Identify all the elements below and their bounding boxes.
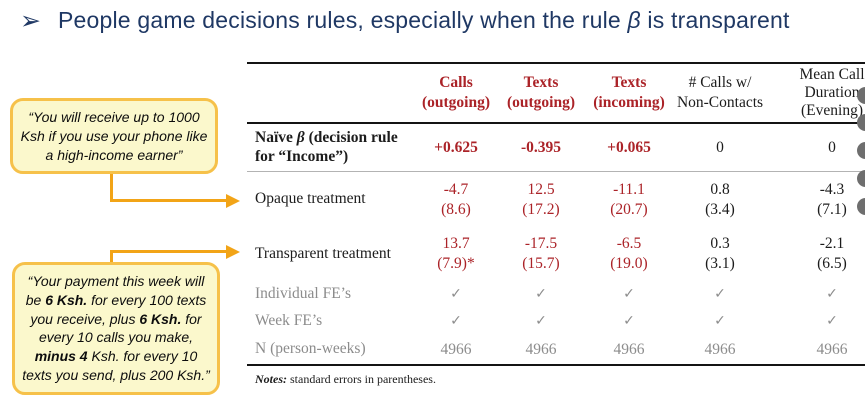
- checkmark-icon: ✓: [623, 312, 635, 329]
- table-cell: -2.1 (6.5): [767, 234, 865, 274]
- week-fe-row: Week FE’s ✓ ✓ ✓ ✓ ✓: [247, 308, 865, 335]
- opaque-treatment-label: Opaque treatment: [255, 190, 366, 208]
- coefficient-value: -4.3: [819, 180, 845, 198]
- coefficient-value: 0.8: [710, 180, 730, 198]
- standard-error: (7.1): [817, 200, 847, 218]
- checkmark-icon: ✓: [535, 285, 547, 302]
- naive-beta-label: Naïve β (decision rule for “Income”): [255, 129, 398, 165]
- sample-size-value: 4966: [613, 340, 645, 358]
- standard-error: (20.7): [610, 200, 648, 218]
- regression-table: Calls (outgoing) Texts (outgoing) Texts (in…: [247, 62, 865, 387]
- slide-title-text: People game decisions rules, especially …: [57, 7, 790, 33]
- sample-size-value: 4966: [525, 340, 557, 358]
- week-fe-label: Week FE’s: [255, 312, 323, 330]
- standard-error: (6.5): [817, 255, 847, 272]
- table-cell: 13.7 (7.9)*: [415, 234, 497, 274]
- clipped-circle-button[interactable]: [857, 198, 865, 215]
- coefficient-value: -11.1: [613, 180, 645, 198]
- coefficient-value: 13.7: [442, 235, 470, 253]
- column-header-calls-outgoing: Calls (outgoing): [421, 74, 491, 111]
- clipped-circle-button[interactable]: [857, 170, 865, 187]
- sample-size-row: N (person-weeks) 4966 4966 4966 4966 496…: [247, 335, 865, 366]
- sample-size-label: N (person-weeks): [255, 340, 366, 358]
- naive-value: 0: [828, 138, 836, 156]
- standard-error: (3.1): [705, 255, 735, 272]
- checkmark-icon: ✓: [714, 285, 726, 302]
- elbow-arrow-opaque-vertical: [110, 160, 113, 202]
- table-cell: -4.7 (8.6): [415, 180, 497, 220]
- coefficient-value: -2.1: [819, 235, 845, 253]
- checkmark-icon: ✓: [450, 285, 462, 302]
- sample-size-value: 4966: [440, 340, 472, 358]
- column-header-calls-noncontacts: # Calls w/Non-Contacts: [676, 74, 764, 111]
- table-notes: Notes: standard errors in parentheses.: [255, 372, 865, 387]
- elbow-arrow-transparent-head-icon: [226, 244, 240, 259]
- standard-error: (8.6): [441, 200, 471, 218]
- notes-label: Notes:: [255, 372, 287, 386]
- checkmark-icon: ✓: [826, 312, 838, 329]
- elbow-arrow-opaque-head-icon: [226, 193, 240, 208]
- checkmark-icon: ✓: [826, 285, 838, 302]
- standard-error: (3.4): [705, 200, 735, 218]
- table-cell: 12.5 (17.2): [497, 180, 585, 220]
- table-cell: -4.3 (7.1): [767, 180, 865, 220]
- transparent-treatment-row: Transparent treatment 13.7 (7.9)* -17.5 (1…: [247, 227, 865, 281]
- coefficient-value: 12.5: [527, 180, 555, 198]
- naive-value: -0.395: [520, 138, 562, 156]
- opaque-treatment-row: Opaque treatment -4.7 (8.6) 12.5 (17.2) -1…: [247, 172, 865, 227]
- column-header-texts-incoming: Texts (incoming): [593, 74, 665, 111]
- table-cell: 0.8 (3.4): [673, 180, 767, 220]
- arrow-bullet-icon: ➢: [20, 7, 41, 35]
- table-cell: -6.5 (19.0): [585, 234, 673, 274]
- naive-value: 0: [716, 138, 724, 156]
- standard-error: (15.7): [522, 255, 560, 272]
- standard-error: (19.0): [610, 255, 648, 272]
- checkmark-icon: ✓: [714, 312, 726, 329]
- checkmark-icon: ✓: [623, 285, 635, 302]
- notes-text: standard errors in parentheses.: [287, 372, 436, 386]
- naive-beta-row: Naïve β (decision rule for “Income”) +0.…: [247, 124, 865, 172]
- clipped-circle-button[interactable]: [857, 114, 865, 131]
- sample-size-value: 4966: [816, 340, 848, 358]
- slide-title: ➢ People game decisions rules, especiall…: [20, 6, 840, 36]
- callout-transparent-script: “Your payment this week will be 6 Ksh. f…: [12, 262, 220, 395]
- column-header-mean-call-duration: Mean Call Duration (Evening): [799, 66, 865, 119]
- naive-value: +0.065: [607, 138, 651, 156]
- elbow-arrow-transparent-vertical: [110, 250, 113, 268]
- table-cell: -11.1 (20.7): [585, 180, 673, 220]
- table-cell: -17.5 (15.7): [497, 234, 585, 274]
- coefficient-value: -4.7: [443, 180, 469, 198]
- table-header-row: Calls (outgoing) Texts (outgoing) Texts (in…: [247, 62, 865, 124]
- transparent-treatment-label: Transparent treatment: [255, 244, 391, 262]
- coefficient-value: 0.3: [710, 235, 730, 253]
- table-cell: 0.3 (3.1): [673, 234, 767, 274]
- elbow-arrow-opaque-horizontal: [110, 199, 227, 202]
- coefficient-value: -6.5: [616, 235, 642, 253]
- coefficient-value: -17.5: [524, 235, 558, 253]
- checkmark-icon: ✓: [535, 312, 547, 329]
- callout-opaque-script: “You will receive up to 1000 Ksh if you …: [10, 98, 218, 175]
- naive-value: +0.625: [434, 138, 478, 156]
- checkmark-icon: ✓: [450, 312, 462, 329]
- standard-error: (7.9)*: [437, 255, 475, 272]
- individual-fe-row: Individual FE’s ✓ ✓ ✓ ✓ ✓: [247, 281, 865, 308]
- individual-fe-label: Individual FE’s: [255, 285, 352, 303]
- column-header-texts-outgoing: Texts (outgoing): [506, 74, 576, 111]
- clipped-circle-button[interactable]: [857, 142, 865, 159]
- sample-size-value: 4966: [704, 340, 736, 358]
- clipped-circle-button[interactable]: [857, 87, 865, 104]
- standard-error: (17.2): [522, 200, 560, 218]
- elbow-arrow-transparent-horizontal: [110, 250, 227, 253]
